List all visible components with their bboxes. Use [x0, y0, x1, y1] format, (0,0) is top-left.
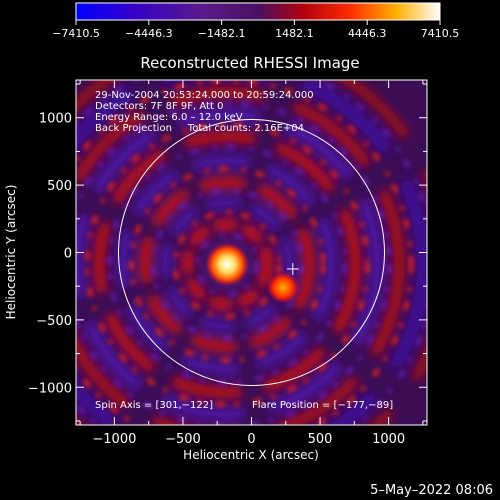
ring-pattern: [76, 80, 427, 425]
ring-texture: [150, 187, 304, 341]
y-tick-label: 1000: [39, 112, 72, 127]
x-tick-label: −500: [165, 432, 201, 447]
x-tick-label: 0: [247, 432, 255, 447]
ring-band: [159, 196, 296, 333]
x-axis-label: Heliocentric X (arcsec): [183, 448, 319, 462]
colorbar-tick-label: −7410.5: [52, 27, 100, 40]
info-energy-range: Energy Range: 6.0 – 12.0 keV: [95, 112, 243, 123]
plot-area: −1000 −500 0 500 1000 −1000 −500 0 500 1000: [28, 79, 428, 447]
ring-band: [116, 153, 338, 375]
ring-band: [76, 87, 405, 425]
ring-texture: [84, 121, 370, 407]
ring-band: [76, 80, 427, 425]
colorbar-tick-label: 4446.3: [348, 27, 387, 40]
ring-texture: [76, 100, 392, 425]
x-tick-label: 500: [308, 432, 333, 447]
colorbar-tick-label: 1482.1: [275, 27, 314, 40]
ring-texture: [194, 231, 260, 297]
emission-sources: [205, 242, 300, 304]
ring-band: [93, 130, 361, 398]
colorbar-tick-label: 7410.5: [421, 27, 460, 40]
emission-source: [267, 271, 300, 304]
ring-texture: [76, 80, 414, 425]
x-tick-label: −1000: [92, 432, 136, 447]
ring-texture: [106, 143, 348, 385]
emission-source: [205, 242, 250, 287]
colorbar-gradient: [75, 2, 441, 21]
axis-ticks: −1000 −500 0 500 1000 −1000 −500 0 500 1000: [28, 80, 427, 447]
spin-axis-marker: [286, 262, 299, 275]
info-time-range: 29-Nov-2004 20:53:24.000 to 20:59:24.000: [95, 90, 314, 101]
info-method-counts: Back Projection Total counts: 2.16E+04: [95, 123, 304, 134]
flare-position-label: Flare Position = [−177,−89]: [252, 400, 393, 411]
ring-band: [181, 218, 274, 311]
spin-axis-label: Spin Axis = [301,−122]: [95, 400, 213, 411]
ring-texture: [128, 165, 326, 363]
y-tick-label: −500: [36, 314, 72, 329]
y-tick-label: 500: [47, 179, 72, 194]
ring-texture: [172, 209, 282, 319]
ring-texture-layer: [76, 80, 427, 425]
info-block: 29-Nov-2004 20:53:24.000 to 20:59:24.000…: [95, 90, 393, 411]
y-axis-label: Heliocentric Y (arcsec): [4, 185, 18, 320]
colorbar: −7410.5 −4446.3 −1482.1 1482.1 4446.3 7410.5: [52, 2, 459, 40]
ring-band: [76, 108, 384, 421]
footer-date: 5–May–2022 08:06: [370, 483, 493, 498]
info-detectors: Detectors: 7F 8F 9F, Att 0: [95, 101, 223, 112]
colorbar-tick-label: −4446.3: [125, 27, 173, 40]
y-tick-label: −1000: [28, 381, 72, 396]
x-tick-label: 1000: [372, 432, 405, 447]
y-tick-label: 0: [64, 247, 72, 262]
colorbar-ticks: −7410.5 −4446.3 −1482.1 1482.1 4446.3 7410.5: [52, 20, 459, 40]
ring-band: [140, 177, 315, 352]
colorbar-tick-label: −1482.1: [198, 27, 246, 40]
ring-layer: [76, 80, 427, 425]
solar-limb-circle: [118, 119, 385, 386]
chart-title: Reconstructed RHESSI Image: [140, 54, 359, 72]
